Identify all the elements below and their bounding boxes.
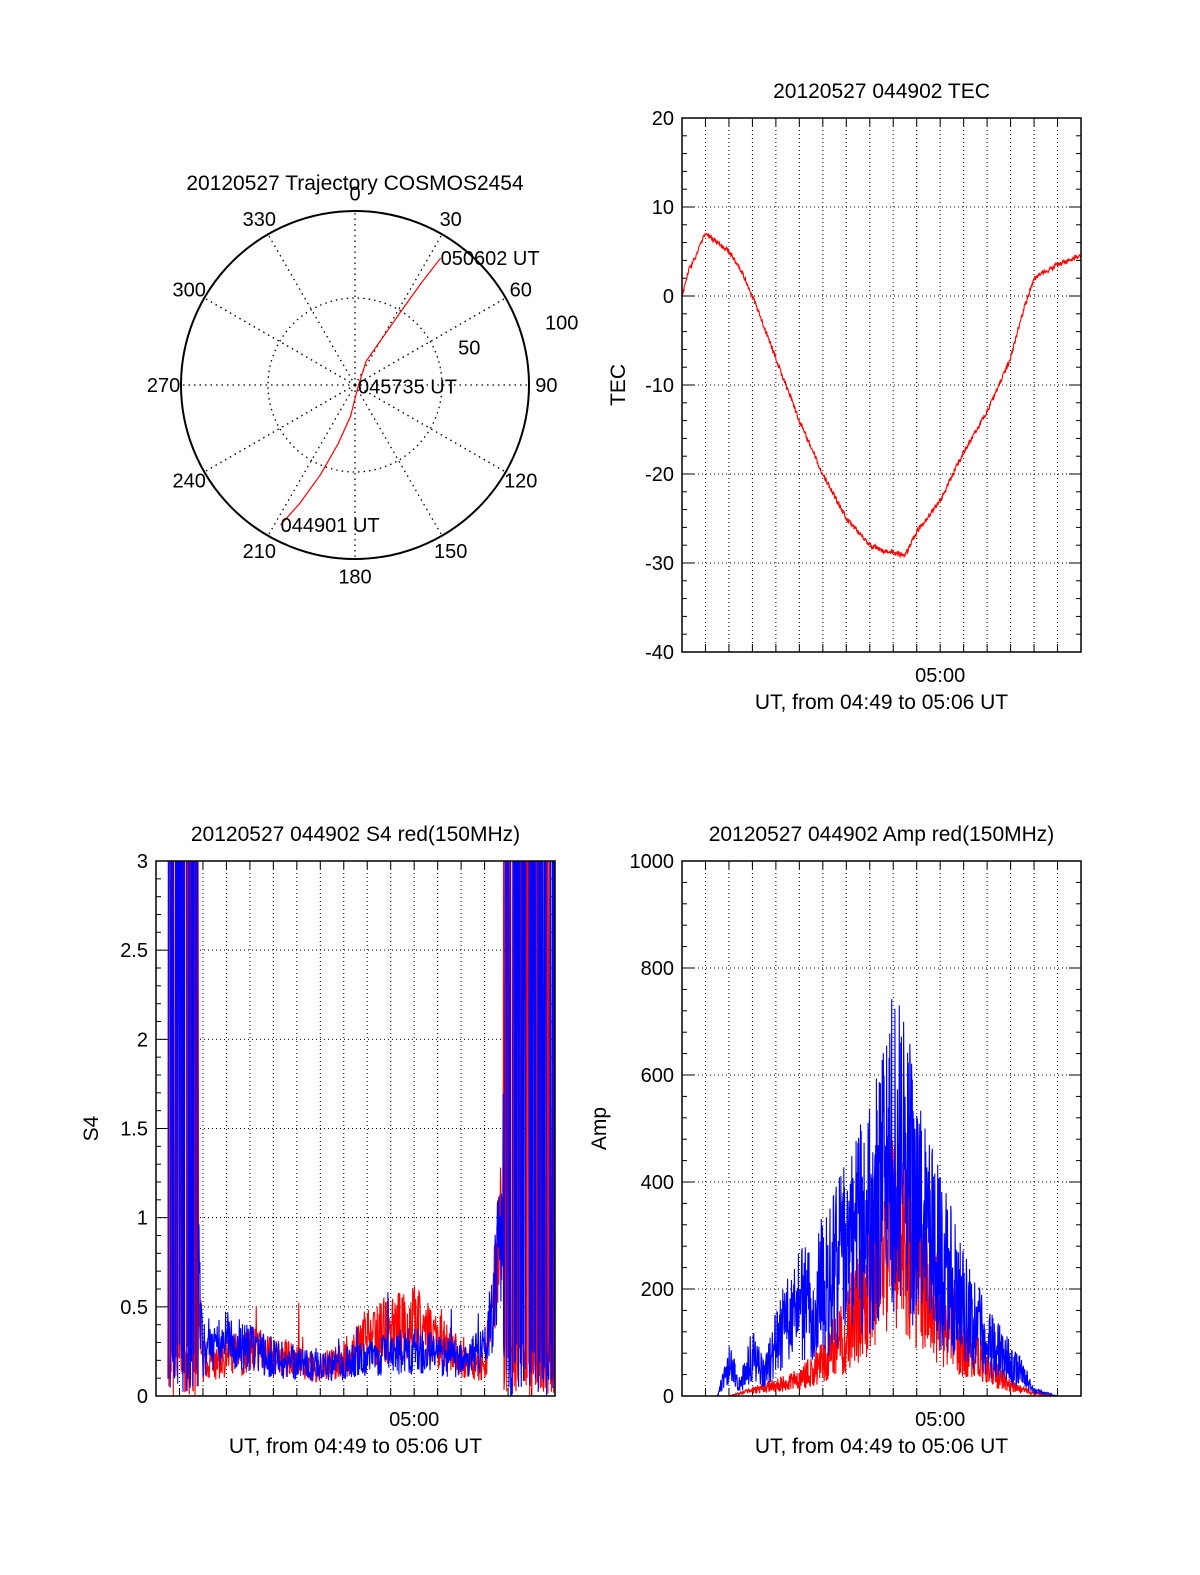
polar-spoke (203, 297, 356, 386)
y-tick-label: 400 (641, 1172, 674, 1194)
angle-label: 90 (535, 375, 557, 397)
x-tick-label: 05:00 (915, 665, 965, 687)
radius-label: 100 (545, 313, 578, 335)
polar-spoke (267, 384, 356, 537)
angle-label: 300 (173, 279, 206, 301)
chart-title: 20120527 Trajectory COSMOS2454 (186, 172, 524, 195)
amp-panel: 20120527 044902 Amp red(150MHz) 1000 800 60… (588, 823, 1082, 1458)
x-tick-label: 05:00 (915, 1409, 965, 1431)
y-axis-title: TEC (607, 364, 630, 406)
series-line-red (681, 232, 1082, 559)
y-axis-title: Amp (588, 1107, 611, 1150)
y-tick-label: 1000 (630, 851, 675, 873)
x-axis-title: UT, from 04:49 to 05:06 UT (755, 1435, 1008, 1458)
trajectory-line (280, 257, 442, 526)
y-tick-label: 10 (652, 197, 674, 219)
y-tick-label: 200 (641, 1279, 674, 1301)
y-axis-title: S4 (80, 1115, 103, 1141)
series-line-blue (167, 860, 556, 1396)
plot-frame (681, 117, 1082, 653)
polar-spoke (354, 384, 443, 537)
chart-title: 20120527 044902 S4 red(150MHz) (191, 823, 520, 846)
y-tick-label: 1.5 (120, 1119, 148, 1141)
y-tick-label: -10 (645, 375, 674, 397)
y-tick-label: -20 (645, 464, 674, 486)
time-annotation: 050602 UT (441, 248, 540, 270)
polar-outer-circle (180, 210, 530, 560)
y-tick-label: 0.5 (120, 1297, 148, 1319)
y-tick-label: 0 (663, 286, 674, 308)
chart-title: 20120527 044902 Amp red(150MHz) (709, 823, 1055, 846)
chart-title: 20120527 044902 TEC (773, 80, 990, 103)
x-axis-title: UT, from 04:49 to 05:06 UT (755, 691, 1008, 714)
radius-label: 50 (458, 337, 480, 359)
polar-spoke (354, 233, 443, 386)
angle-label: 150 (434, 541, 467, 563)
y-tick-label: 600 (641, 1065, 674, 1087)
y-tick-label: 0 (137, 1386, 148, 1408)
tec-panel: 20120527 044902 TEC 20 10 0 -10 -20 -30 -40 05:0… (607, 80, 1082, 714)
x-axis-title: UT, from 04:49 to 05:06 UT (229, 1435, 482, 1458)
y-tick-label: 0 (663, 1386, 674, 1408)
series-line-blue (682, 999, 1081, 1398)
polar-spoke (203, 384, 356, 473)
polar-spoke (267, 233, 356, 386)
y-tick-label: 800 (641, 958, 674, 980)
y-tick-label: 2 (137, 1029, 148, 1051)
plot-frame (681, 860, 1082, 1397)
angle-label: 330 (243, 209, 276, 231)
angle-label: 270 (147, 375, 180, 397)
y-tick-label: 2.5 (120, 940, 148, 962)
polar-spoke (354, 384, 507, 473)
y-tick-label: 20 (652, 108, 674, 130)
polar-spoke (354, 297, 507, 386)
y-tick-label: -30 (645, 553, 674, 575)
s4-panel: 20120527 044902 S4 red(150MHz) 3 2.5 2 1.5 1 0… (80, 823, 556, 1458)
plot-frame (155, 860, 556, 1397)
y-tick-label: -40 (645, 642, 674, 664)
angle-label: 0 (349, 184, 360, 206)
x-tick-label: 05:00 (389, 1409, 439, 1431)
angle-label: 180 (338, 566, 371, 588)
y-tick-label: 1 (137, 1208, 148, 1230)
angle-label: 210 (243, 541, 276, 563)
polar-inner-circle (267, 297, 443, 473)
angle-label: 120 (504, 471, 537, 493)
angle-label: 30 (440, 209, 462, 231)
angle-label: 60 (510, 279, 532, 301)
y-tick-label: 3 (137, 851, 148, 873)
time-annotation: 045735 UT (358, 377, 457, 399)
time-annotation: 044901 UT (281, 515, 380, 537)
angle-label: 240 (173, 471, 206, 493)
